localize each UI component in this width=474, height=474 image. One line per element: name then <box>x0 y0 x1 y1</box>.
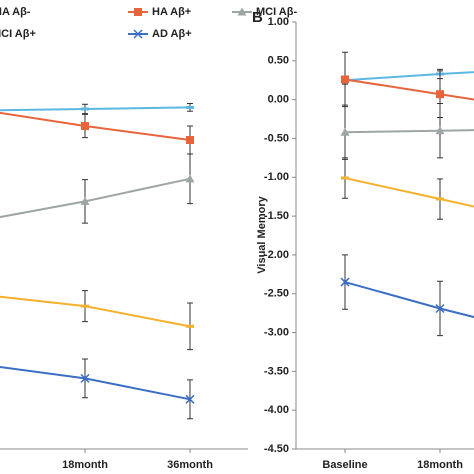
x-tick-label: 18month <box>417 459 463 471</box>
marker <box>341 75 349 84</box>
series-line <box>344 129 474 134</box>
marker <box>435 303 445 314</box>
series-line <box>344 177 474 208</box>
plot-area <box>0 103 195 453</box>
legend-label: AD Aβ+ <box>152 28 192 40</box>
y-tick-label: -1.00 <box>264 171 289 183</box>
plot-area <box>340 51 474 453</box>
series-line <box>0 295 191 328</box>
marker <box>80 373 90 383</box>
x-tick-label: 18month <box>62 459 108 471</box>
series-line <box>0 106 191 112</box>
legend-label: HA Aβ- <box>0 6 31 18</box>
x-tick-label: 36month <box>167 459 213 471</box>
y-tick-label: 0.00 <box>268 94 289 106</box>
series-line <box>0 111 191 141</box>
marker <box>186 136 194 145</box>
y-axis-label: Visual Memory <box>256 195 268 273</box>
series-line <box>0 366 191 401</box>
y-tick-label: 1.00 <box>268 16 289 28</box>
y-tick-label: -3.50 <box>264 365 289 377</box>
y-tick-label: -4.50 <box>264 443 289 455</box>
legend-marker <box>237 7 247 16</box>
marker <box>340 277 350 287</box>
marker <box>185 394 195 404</box>
y-tick-label: -2.50 <box>264 288 289 300</box>
y-tick-label: -3.00 <box>264 326 289 338</box>
marker <box>340 127 350 136</box>
y-tick-label: -4.00 <box>264 404 289 416</box>
legend-label: MCI Aβ- <box>256 6 297 18</box>
x-tick-label: Baseline <box>322 459 367 471</box>
y-tick-label: -1.50 <box>264 210 289 222</box>
series-line <box>344 78 474 101</box>
marker <box>80 196 90 205</box>
series-line <box>344 281 474 319</box>
y-tick-label: -0.50 <box>264 132 289 144</box>
marker <box>435 126 445 135</box>
marker <box>436 90 444 99</box>
legend-label: HA Aβ+ <box>152 6 191 18</box>
legend-marker <box>134 8 142 16</box>
legend-marker <box>133 29 143 39</box>
legend-label: MCI Aβ+ <box>0 28 36 40</box>
marker <box>81 122 89 131</box>
y-tick-label: 0.50 <box>268 55 289 67</box>
marker <box>185 174 195 183</box>
y-tick-label: -2.00 <box>264 249 289 261</box>
series-line <box>344 71 474 82</box>
panel-label: B <box>252 9 263 26</box>
series-line <box>0 177 191 219</box>
